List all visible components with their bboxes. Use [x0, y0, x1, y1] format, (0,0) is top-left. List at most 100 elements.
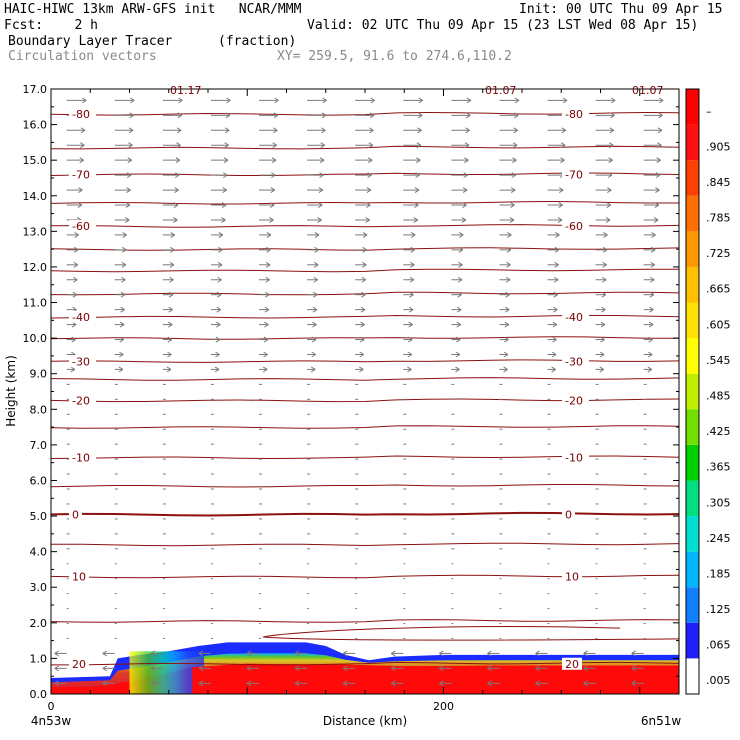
vector-arrowhead — [217, 261, 223, 268]
vector-arrowhead — [487, 680, 492, 687]
x-end-location: 6n51w — [641, 714, 682, 728]
vector-arrowhead — [150, 650, 156, 657]
vector-arrowhead — [273, 112, 279, 119]
isotherm-line — [51, 484, 679, 488]
vector-arrowhead — [391, 650, 396, 657]
contour-label: -60 — [565, 220, 583, 233]
contour-label-bg — [69, 394, 96, 407]
vector-arrowhead — [174, 187, 179, 193]
vector-arrowhead — [120, 306, 125, 313]
vector-legend: Circulation vectors — [8, 49, 157, 64]
contour-label-bg — [562, 220, 589, 233]
vector-arrowhead — [658, 97, 664, 104]
vector-arrowhead — [535, 665, 540, 672]
vector-arrowhead — [410, 261, 415, 268]
y-tick-label: 15.0 — [23, 154, 48, 167]
vector-arrowhead — [410, 246, 416, 253]
vector-arrowhead — [269, 217, 274, 223]
contour-label: -20 — [565, 394, 583, 407]
vector-arrowhead — [263, 351, 268, 358]
vector-arrowhead — [168, 306, 173, 313]
vector-arrowhead — [408, 321, 413, 328]
vector-arrowhead — [170, 246, 175, 253]
y-tick-label: 10.0 — [23, 332, 48, 345]
contour-label: -40 — [72, 311, 90, 324]
vector-arrowhead — [126, 187, 131, 193]
vector-arrowhead — [558, 187, 564, 193]
vector-arrowhead — [510, 202, 515, 208]
contour-label: -70 — [72, 168, 90, 181]
vector-arrowhead — [609, 127, 615, 134]
vector-arrowhead — [54, 650, 59, 657]
x-tick-label: 0 — [48, 700, 55, 713]
vector-arrowhead — [552, 336, 557, 343]
vector-arrowhead — [321, 127, 326, 134]
vector-arrowhead — [650, 246, 656, 253]
contour-label: 0 — [72, 508, 79, 521]
vector-arrowhead — [417, 112, 423, 119]
vector-arrowhead — [218, 231, 224, 238]
vector-arrowhead — [414, 202, 419, 208]
vector-arrowhead — [407, 366, 412, 373]
vector-arrowhead — [503, 366, 508, 373]
vector-arrowhead — [320, 142, 326, 149]
vector-arrowhead — [310, 366, 316, 373]
vector-arrowhead — [631, 665, 636, 672]
vector-arrowhead — [601, 291, 607, 298]
vector-arrowhead — [507, 231, 512, 238]
vector-arrowhead — [73, 276, 78, 283]
vector-arrowhead — [631, 650, 636, 657]
vector-arrowhead — [313, 291, 318, 298]
vector-arrowhead — [466, 97, 472, 104]
vector-arrowhead — [263, 336, 269, 343]
y-tick-label: 4.0 — [30, 546, 48, 559]
vector-arrowhead — [359, 366, 364, 373]
x-start-location: 4n53w — [31, 714, 72, 728]
vector-arrowhead — [409, 276, 415, 283]
vector-arrowhead — [413, 217, 419, 223]
vector-arrowhead — [552, 321, 558, 328]
colorbar-label: .545 — [706, 354, 731, 367]
isotherm-line — [51, 542, 679, 547]
contour-label-bg — [69, 310, 96, 323]
vector-arrowhead — [417, 127, 422, 134]
vector-arrowhead — [601, 276, 607, 283]
vector-arrowhead — [607, 187, 612, 193]
vector-arrowhead — [511, 172, 517, 179]
vector-arrowhead — [77, 202, 83, 208]
contour-label-bg — [69, 107, 96, 120]
vector-arrowhead — [606, 202, 611, 208]
y-axis-label: Height (km) — [4, 355, 18, 426]
vector-arrowhead — [514, 97, 520, 104]
vector-arrowhead — [124, 217, 130, 223]
vector-arrowhead — [314, 231, 320, 238]
colorbar-label: .485 — [706, 390, 731, 403]
vector-arrowhead — [409, 291, 414, 298]
vector-arrowhead — [312, 306, 318, 313]
vector-arrowhead — [198, 650, 204, 657]
vector-arrowhead — [457, 276, 463, 283]
vector-arrowhead — [127, 157, 133, 164]
vector-arrowhead — [128, 142, 133, 149]
vector-arrowhead — [216, 306, 222, 313]
colorbar-swatch — [686, 160, 699, 196]
vector-arrowhead — [553, 276, 559, 283]
vector-arrowhead — [602, 246, 608, 253]
vector-arrowhead — [456, 321, 461, 328]
vector-arrowhead — [512, 157, 517, 164]
vector-arrowhead — [418, 97, 424, 104]
vector-arrowhead — [408, 306, 414, 313]
vector-arrowhead — [264, 306, 270, 313]
vector-arrowhead — [415, 172, 420, 179]
vector-arrowhead — [175, 157, 181, 164]
vector-arrowhead — [506, 246, 512, 253]
contour-label: 10 — [565, 571, 579, 584]
vector-arrowhead — [367, 172, 372, 179]
vector-arrowhead — [510, 187, 516, 193]
contour-label: -10 — [72, 451, 90, 464]
vector-arrowhead — [600, 321, 606, 328]
vector-arrowhead — [176, 127, 182, 134]
vector-arrowhead — [128, 127, 134, 134]
colorbar-label: .125 — [706, 603, 731, 616]
